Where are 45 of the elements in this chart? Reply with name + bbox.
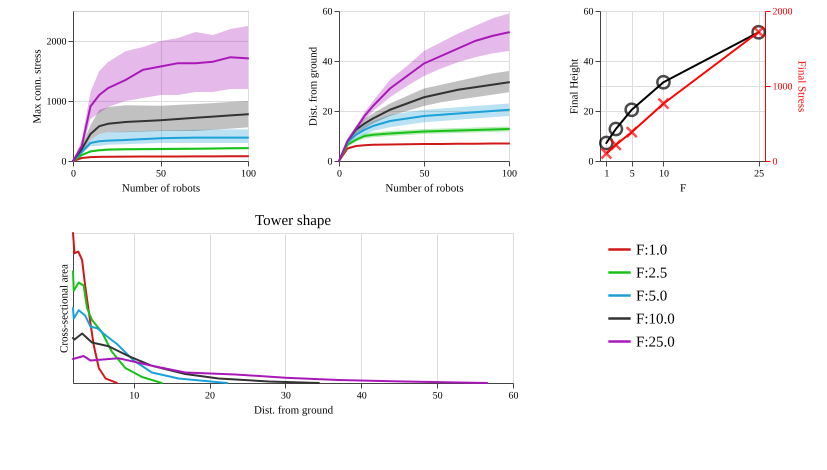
legend-label: F:25.0 bbox=[636, 334, 675, 350]
x-tick-label: 50 bbox=[156, 168, 166, 180]
chart-title: Tower shape bbox=[254, 213, 332, 229]
y2-tick-label: 2000 bbox=[772, 6, 792, 18]
y-tick-label: 0 bbox=[62, 156, 66, 168]
x-axis-title: F bbox=[680, 182, 686, 194]
x-tick-label: 10 bbox=[658, 168, 669, 180]
x-tick-label: 0 bbox=[337, 168, 342, 180]
x-tick-label: 100 bbox=[241, 168, 256, 180]
y-tick-label: 40 bbox=[322, 56, 332, 68]
x-tick-label: 60 bbox=[508, 390, 518, 402]
y-axis-title: Dist. from ground bbox=[308, 46, 320, 126]
x-axis-title: Number of robots bbox=[385, 182, 464, 194]
legend-label: F:1.0 bbox=[636, 242, 668, 258]
x-axis-title: Number of robots bbox=[122, 182, 200, 194]
y-tick-label: 40 bbox=[584, 56, 594, 68]
y-tick-label: 60 bbox=[322, 6, 332, 18]
x-tick-label: 0 bbox=[71, 168, 76, 180]
x-tick-label: 100 bbox=[502, 168, 517, 180]
x-axis-title: Dist. from ground bbox=[254, 404, 334, 416]
y-tick-label: 20 bbox=[584, 106, 594, 118]
y2-tick-label: 1000 bbox=[772, 82, 792, 92]
legend-label: F:2.5 bbox=[636, 266, 668, 282]
x-tick-label: 30 bbox=[280, 390, 291, 402]
y-axis-title: Cross-sectional area bbox=[58, 264, 70, 353]
y2-axis-title: Final Stress bbox=[796, 60, 808, 112]
y-tick-label: 20 bbox=[322, 106, 332, 118]
legend-label: F:5.0 bbox=[636, 288, 668, 304]
x-tick-label: 10 bbox=[129, 390, 140, 402]
y-tick-label: 2000 bbox=[46, 36, 66, 48]
y-axis-title: Final Height bbox=[568, 58, 580, 114]
y-tick-label: 1000 bbox=[46, 96, 66, 108]
x-tick-label: 5 bbox=[630, 168, 635, 180]
x-tick-label: 50 bbox=[420, 168, 430, 180]
y-axis-title: Max conn. stress bbox=[32, 49, 44, 124]
y2-tick-label: 0 bbox=[772, 156, 778, 168]
legend-label: F:10.0 bbox=[636, 312, 675, 328]
x-tick-label: 50 bbox=[432, 390, 443, 402]
x-tick-label: 1 bbox=[604, 168, 610, 180]
x-tick-label: 20 bbox=[205, 390, 216, 402]
x-tick-label: 25 bbox=[754, 168, 764, 180]
x-tick-label: 40 bbox=[356, 390, 367, 402]
y-tick-label: 0 bbox=[588, 156, 594, 168]
y-tick-label: 0 bbox=[328, 156, 332, 168]
y-tick-label: 60 bbox=[584, 6, 594, 18]
